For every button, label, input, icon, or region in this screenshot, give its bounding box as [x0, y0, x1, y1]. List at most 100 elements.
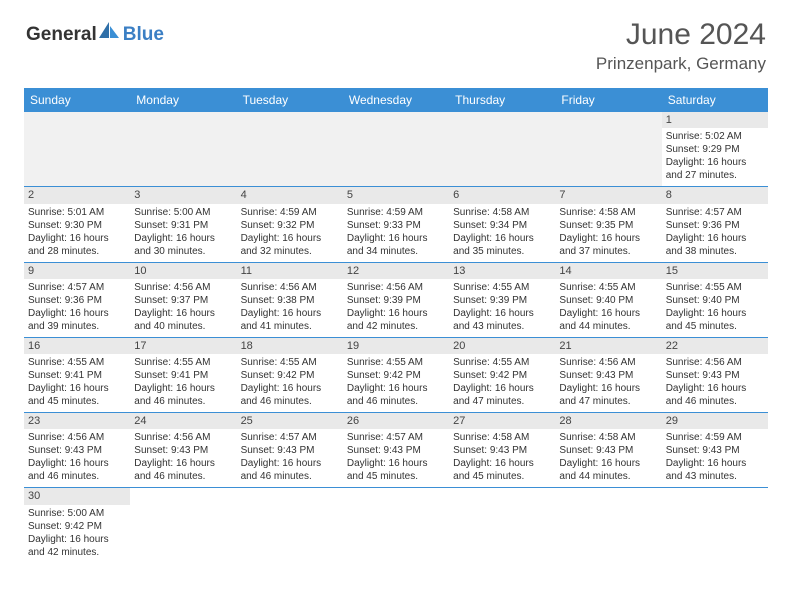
week-row: 30Sunrise: 5:00 AMSunset: 9:42 PMDayligh…	[24, 488, 768, 562]
sunrise-line: Sunrise: 4:56 AM	[666, 356, 764, 369]
sunset-line: Sunset: 9:39 PM	[453, 294, 551, 307]
title-block: June 2024 Prinzenpark, Germany	[596, 18, 766, 74]
sunrise-line: Sunrise: 4:57 AM	[28, 281, 126, 294]
day-cell-1: 1Sunrise: 5:02 AMSunset: 9:29 PMDaylight…	[662, 112, 768, 186]
dayname-sunday: Sunday	[24, 88, 130, 112]
day-number: 29	[662, 413, 768, 429]
daylight-line: Daylight: 16 hours and 27 minutes.	[666, 156, 764, 182]
day-number: 23	[24, 413, 130, 429]
daylight-line: Daylight: 16 hours and 41 minutes.	[241, 307, 339, 333]
day-cell-5: 5Sunrise: 4:59 AMSunset: 9:33 PMDaylight…	[343, 187, 449, 261]
daylight-line: Daylight: 16 hours and 37 minutes.	[559, 232, 657, 258]
dayname-monday: Monday	[130, 88, 236, 112]
sunset-line: Sunset: 9:43 PM	[453, 444, 551, 457]
day-cell-27: 27Sunrise: 4:58 AMSunset: 9:43 PMDayligh…	[449, 413, 555, 487]
day-number: 10	[130, 263, 236, 279]
day-cell-14: 14Sunrise: 4:55 AMSunset: 9:40 PMDayligh…	[555, 263, 661, 337]
sunset-line: Sunset: 9:43 PM	[347, 444, 445, 457]
daylight-line: Daylight: 16 hours and 45 minutes.	[347, 457, 445, 483]
sunrise-line: Sunrise: 4:55 AM	[453, 356, 551, 369]
week-row: 16Sunrise: 4:55 AMSunset: 9:41 PMDayligh…	[24, 338, 768, 413]
blank-cell	[130, 112, 236, 186]
dayname-wednesday: Wednesday	[343, 88, 449, 112]
sunrise-line: Sunrise: 5:00 AM	[134, 206, 232, 219]
location: Prinzenpark, Germany	[596, 54, 766, 74]
day-number: 30	[24, 488, 130, 504]
sunrise-line: Sunrise: 4:55 AM	[134, 356, 232, 369]
sunset-line: Sunset: 9:39 PM	[347, 294, 445, 307]
dayname-saturday: Saturday	[662, 88, 768, 112]
day-number: 19	[343, 338, 449, 354]
sunset-line: Sunset: 9:33 PM	[347, 219, 445, 232]
sunset-line: Sunset: 9:42 PM	[453, 369, 551, 382]
daylight-line: Daylight: 16 hours and 45 minutes.	[453, 457, 551, 483]
sunset-line: Sunset: 9:34 PM	[453, 219, 551, 232]
daylight-line: Daylight: 16 hours and 43 minutes.	[666, 457, 764, 483]
daylight-line: Daylight: 16 hours and 42 minutes.	[28, 533, 126, 559]
day-cell-30: 30Sunrise: 5:00 AMSunset: 9:42 PMDayligh…	[24, 488, 130, 562]
day-cell-17: 17Sunrise: 4:55 AMSunset: 9:41 PMDayligh…	[130, 338, 236, 412]
day-cell-20: 20Sunrise: 4:55 AMSunset: 9:42 PMDayligh…	[449, 338, 555, 412]
sunrise-line: Sunrise: 4:58 AM	[559, 431, 657, 444]
day-number: 16	[24, 338, 130, 354]
month-year: June 2024	[596, 18, 766, 52]
calendar: SundayMondayTuesdayWednesdayThursdayFrid…	[24, 88, 768, 563]
day-cell-6: 6Sunrise: 4:58 AMSunset: 9:34 PMDaylight…	[449, 187, 555, 261]
day-number: 1	[662, 112, 768, 128]
sunset-line: Sunset: 9:43 PM	[666, 444, 764, 457]
sunrise-line: Sunrise: 4:59 AM	[241, 206, 339, 219]
sunset-line: Sunset: 9:43 PM	[28, 444, 126, 457]
sunrise-line: Sunrise: 4:57 AM	[347, 431, 445, 444]
day-cell-16: 16Sunrise: 4:55 AMSunset: 9:41 PMDayligh…	[24, 338, 130, 412]
day-cell-26: 26Sunrise: 4:57 AMSunset: 9:43 PMDayligh…	[343, 413, 449, 487]
sunset-line: Sunset: 9:38 PM	[241, 294, 339, 307]
day-number: 9	[24, 263, 130, 279]
day-cell-18: 18Sunrise: 4:55 AMSunset: 9:42 PMDayligh…	[237, 338, 343, 412]
sunset-line: Sunset: 9:40 PM	[666, 294, 764, 307]
daylight-line: Daylight: 16 hours and 46 minutes.	[241, 457, 339, 483]
blank-cell	[449, 488, 555, 562]
sunset-line: Sunset: 9:30 PM	[28, 219, 126, 232]
dayname-row: SundayMondayTuesdayWednesdayThursdayFrid…	[24, 88, 768, 112]
daylight-line: Daylight: 16 hours and 42 minutes.	[347, 307, 445, 333]
day-number: 12	[343, 263, 449, 279]
sunset-line: Sunset: 9:42 PM	[347, 369, 445, 382]
week-row: 23Sunrise: 4:56 AMSunset: 9:43 PMDayligh…	[24, 413, 768, 488]
day-cell-28: 28Sunrise: 4:58 AMSunset: 9:43 PMDayligh…	[555, 413, 661, 487]
dayname-tuesday: Tuesday	[237, 88, 343, 112]
sunrise-line: Sunrise: 4:58 AM	[453, 431, 551, 444]
sunrise-line: Sunrise: 4:55 AM	[241, 356, 339, 369]
sunset-line: Sunset: 9:31 PM	[134, 219, 232, 232]
day-number: 5	[343, 187, 449, 203]
daylight-line: Daylight: 16 hours and 28 minutes.	[28, 232, 126, 258]
sunrise-line: Sunrise: 4:57 AM	[666, 206, 764, 219]
sunset-line: Sunset: 9:42 PM	[28, 520, 126, 533]
daylight-line: Daylight: 16 hours and 40 minutes.	[134, 307, 232, 333]
day-number: 21	[555, 338, 661, 354]
sunrise-line: Sunrise: 4:58 AM	[559, 206, 657, 219]
day-cell-29: 29Sunrise: 4:59 AMSunset: 9:43 PMDayligh…	[662, 413, 768, 487]
sunrise-line: Sunrise: 5:02 AM	[666, 130, 764, 143]
day-number: 15	[662, 263, 768, 279]
sunrise-line: Sunrise: 4:58 AM	[453, 206, 551, 219]
sunrise-line: Sunrise: 4:56 AM	[559, 356, 657, 369]
week-row: 9 Sunrise: 4:57 AMSunset: 9:36 PM Daylight…	[24, 263, 768, 338]
day-cell-22: 22Sunrise: 4:56 AMSunset: 9:43 PMDayligh…	[662, 338, 768, 412]
sunset-line: Sunset: 9:43 PM	[666, 369, 764, 382]
week-row: 2Sunrise: 5:01 AMSunset: 9:30 PMDaylight…	[24, 187, 768, 262]
sunset-line: Sunset: 9:41 PM	[28, 369, 126, 382]
day-cell-9: 9Sunrise: 4:57 AMSunset: 9:36 PMDaylight…	[24, 263, 130, 337]
day-number: 22	[662, 338, 768, 354]
dayname-thursday: Thursday	[449, 88, 555, 112]
day-number: 25	[237, 413, 343, 429]
daylight-line: Daylight: 16 hours and 45 minutes.	[28, 382, 126, 408]
daylight-line: Daylight: 16 hours and 46 minutes.	[241, 382, 339, 408]
blank-cell	[662, 488, 768, 562]
daylight-line: Daylight: 16 hours and 46 minutes.	[28, 457, 126, 483]
daylight-line: Daylight: 16 hours and 46 minutes.	[134, 457, 232, 483]
day-number: 3	[130, 187, 236, 203]
sunset-line: Sunset: 9:36 PM	[28, 294, 126, 307]
sunset-line: Sunset: 9:42 PM	[241, 369, 339, 382]
blank-cell	[555, 488, 661, 562]
dayname-friday: Friday	[555, 88, 661, 112]
